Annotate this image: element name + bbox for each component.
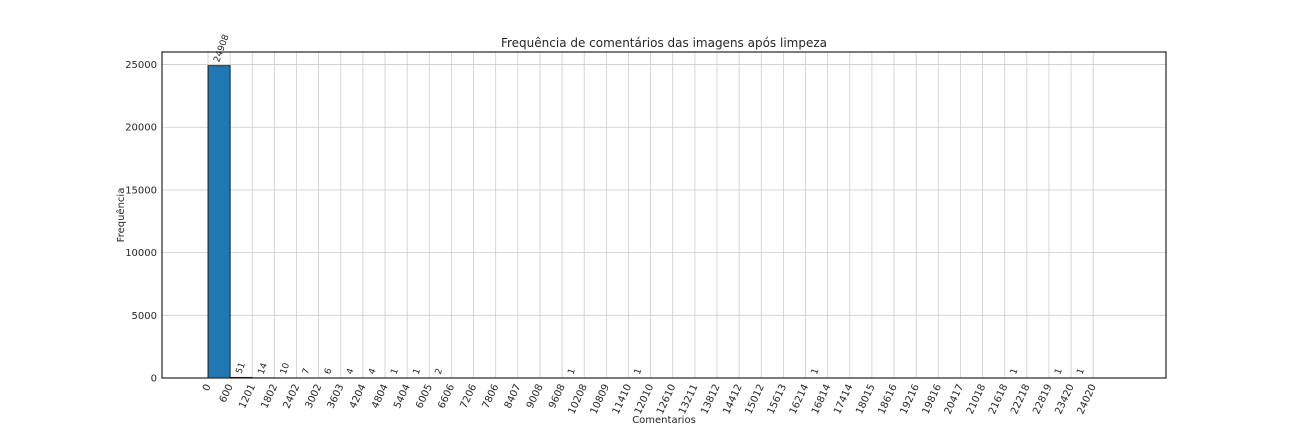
y-tick-label: 25000 (125, 60, 157, 71)
x-tick-label: 4204 (348, 383, 369, 411)
x-tick-label: 6005 (414, 383, 435, 411)
x-tick-label: 23420 (1053, 383, 1076, 416)
x-tick-label: 16814 (810, 383, 833, 416)
x-tick-label: 22218 (1009, 383, 1032, 416)
y-tick-label: 10000 (125, 248, 157, 259)
bar-data-label: 1 (633, 367, 644, 376)
x-tick-label: 21618 (987, 383, 1010, 416)
x-tick-label: 9608 (547, 383, 568, 411)
x-tick-label: 13211 (677, 383, 700, 416)
y-tick-label: 0 (151, 374, 157, 385)
chart-title: Frequência de comentários das imagens ap… (501, 36, 827, 50)
bar-data-label: 1 (1076, 367, 1087, 376)
x-tick-label: 3002 (304, 383, 325, 411)
bar-data-label: 51 (235, 361, 248, 375)
plot-frame (161, 51, 1167, 379)
y-tick-labels: 0 5000 10000 15000 20000 25000 (125, 60, 157, 384)
x-tick-label: 4804 (370, 383, 391, 411)
x-axis-title: Comentarios (632, 415, 696, 426)
plot-background (162, 52, 1166, 378)
x-tick-label: 14412 (721, 383, 744, 416)
bar-data-label: 1 (412, 367, 423, 376)
bar-data-label: 2 (434, 367, 445, 376)
x-tick-label: 8407 (503, 383, 524, 411)
x-tick-label: 17414 (832, 383, 855, 416)
x-tick-label: 11410 (611, 383, 634, 416)
bar-data-label: 1 (567, 367, 578, 376)
x-tick-label: 7806 (481, 383, 502, 411)
y-tick-label: 5000 (132, 311, 157, 322)
x-tick-label: 20417 (943, 383, 966, 416)
x-tick-labels: 0 600 1201 1802 2402 3002 3603 4204 4804 5404 6005… (201, 383, 1099, 416)
bar-data-label: 1 (1053, 367, 1064, 376)
grid-lines (162, 52, 1166, 379)
bar-data-label: 4 (345, 367, 356, 376)
x-tick-label: 15012 (744, 383, 767, 416)
x-tick-label: 18616 (876, 383, 899, 416)
x-tick-label: 3603 (326, 383, 347, 411)
x-tick-label: 21018 (965, 383, 988, 416)
x-tick-label: 16214 (788, 383, 811, 416)
bar-data-label: 1 (1009, 367, 1020, 376)
x-tick-label: 6606 (436, 383, 457, 411)
bar-data-label: 14 (257, 361, 270, 375)
x-tick-label: 19816 (921, 383, 944, 416)
y-tick-label: 15000 (125, 185, 157, 196)
x-tick-label: 2402 (282, 383, 303, 411)
x-tick-label: 7206 (459, 383, 480, 411)
x-tick-label: 12010 (633, 383, 656, 416)
bar-data-label: 1 (390, 367, 401, 376)
histogram-bar (207, 65, 231, 379)
x-tick-label: 600 (218, 383, 236, 405)
y-tick-label: 20000 (125, 123, 157, 134)
x-tick-label: 10809 (589, 383, 612, 416)
x-tick-label: 5404 (392, 383, 413, 411)
bar-data-label: 6 (323, 367, 334, 376)
x-tick-label: 18015 (854, 383, 877, 416)
bar-data-label: 1 (810, 367, 821, 376)
x-tick-label: 13812 (699, 383, 722, 416)
x-tick-label: 1201 (237, 383, 258, 411)
x-tick-label: 15613 (766, 383, 789, 416)
x-tick-label: 12610 (655, 383, 678, 416)
bar-data-label: 10 (279, 361, 292, 375)
x-tick-label: 10208 (567, 383, 590, 416)
x-tick-label: 22819 (1031, 383, 1054, 416)
y-axis-title: Frequência (115, 188, 127, 243)
x-tick-label: 19216 (898, 383, 921, 416)
x-tick-label: 0 (201, 383, 214, 393)
bar-data-label: 4 (367, 367, 378, 376)
x-tick-label: 1802 (259, 383, 280, 411)
bar-data-label: 7 (301, 367, 312, 376)
x-tick-label: 9008 (525, 383, 546, 411)
x-tick-label: 24020 (1076, 383, 1099, 416)
